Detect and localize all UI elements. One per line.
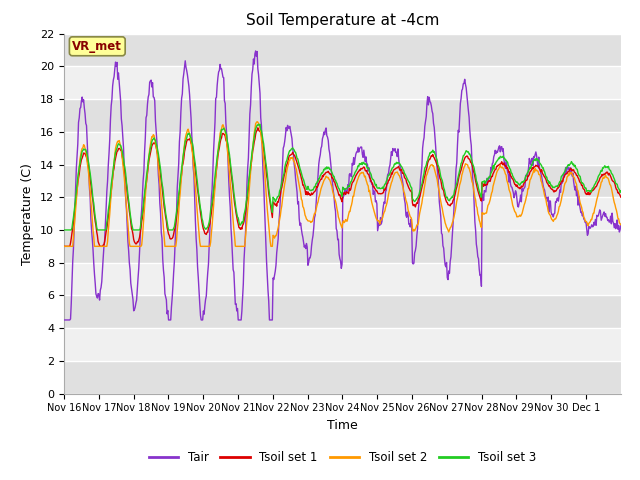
Bar — [64, 230, 621, 263]
Bar — [64, 295, 621, 328]
X-axis label: Time: Time — [327, 419, 358, 432]
Bar — [64, 328, 621, 361]
Title: Soil Temperature at -4cm: Soil Temperature at -4cm — [246, 13, 439, 28]
Bar — [64, 99, 621, 132]
Legend: Tair, Tsoil set 1, Tsoil set 2, Tsoil set 3: Tair, Tsoil set 1, Tsoil set 2, Tsoil se… — [144, 446, 541, 469]
Bar — [64, 66, 621, 99]
Bar — [64, 263, 621, 295]
Bar — [64, 361, 621, 394]
Y-axis label: Temperature (C): Temperature (C) — [22, 163, 35, 264]
Bar — [64, 34, 621, 66]
Bar — [64, 165, 621, 197]
Bar — [64, 132, 621, 165]
Text: VR_met: VR_met — [72, 40, 122, 53]
Bar — [64, 197, 621, 230]
